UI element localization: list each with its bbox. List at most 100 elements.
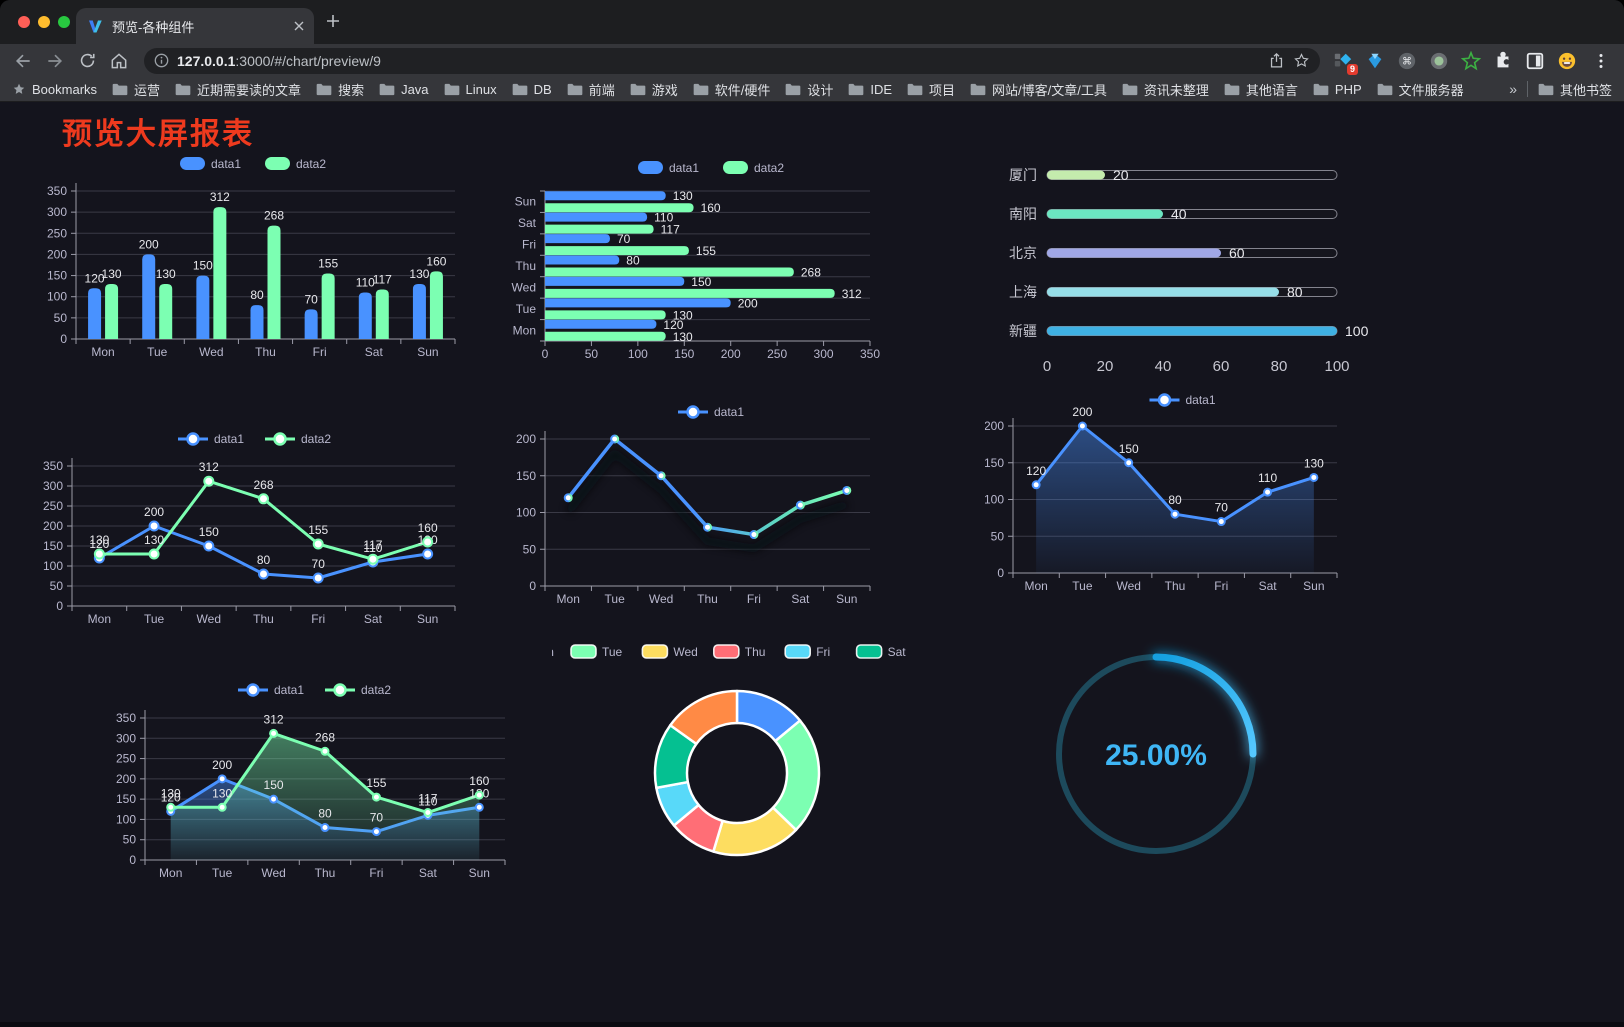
bookmarks-overflow-chevron[interactable]: »: [1509, 81, 1517, 97]
svg-text:70: 70: [617, 232, 631, 246]
svg-text:0: 0: [129, 853, 136, 867]
svg-text:Mon: Mon: [88, 612, 111, 626]
browser-toolbar: 127.0.0.1:3000/#/chart/preview/9 9 ⌘: [0, 44, 1624, 77]
svg-text:0: 0: [1043, 358, 1051, 375]
svg-text:Sat: Sat: [888, 645, 907, 659]
svg-text:300: 300: [43, 479, 63, 493]
bookmark-label: Linux: [465, 81, 497, 97]
new-tab-button[interactable]: [326, 14, 340, 28]
bookmarks-list: Bookmarks 运营 近期需要读的文章 搜索 Java Linux DB 前端 游戏 软件/…: [12, 80, 1501, 99]
green-star-extension-icon[interactable]: [1460, 50, 1482, 72]
close-window-button[interactable]: [18, 16, 30, 28]
bookmarks-manager[interactable]: Bookmarks: [12, 82, 97, 97]
home-button[interactable]: [106, 48, 132, 74]
folder-icon: [112, 83, 128, 95]
url-text[interactable]: 127.0.0.1:3000/#/chart/preview/9: [177, 53, 1260, 69]
site-info-icon[interactable]: [154, 53, 169, 68]
bookmark-folder-item[interactable]: 网站/博客/文章/工具: [970, 80, 1107, 99]
svg-text:130: 130: [673, 189, 693, 203]
puzzle-extension-icon[interactable]: [1492, 50, 1514, 72]
bookmark-folder-item[interactable]: Linux: [444, 82, 497, 97]
forward-button[interactable]: [42, 48, 68, 74]
svg-text:100: 100: [516, 506, 536, 520]
svg-text:130: 130: [673, 308, 693, 322]
svg-text:50: 50: [54, 311, 68, 325]
svg-text:南阳: 南阳: [1009, 206, 1037, 222]
bookmark-folder-item[interactable]: PHP: [1313, 82, 1362, 97]
svg-text:100: 100: [1324, 358, 1349, 375]
gem-extension-icon[interactable]: [1364, 50, 1386, 72]
gradient-line-chart: data1 0 50 100 150 200 Mon Tue Wed Thu Fri Sat Sun: [500, 397, 925, 609]
svg-text:200: 200: [139, 237, 159, 251]
svg-text:80: 80: [257, 553, 271, 567]
tab-title: 预览-各种组件: [112, 19, 195, 35]
bookmark-folder-item[interactable]: 项目: [907, 80, 955, 99]
svg-text:200: 200: [144, 505, 164, 519]
bookmark-folder-item[interactable]: 搜索: [316, 80, 364, 99]
bookmark-folder-item[interactable]: 近期需要读的文章: [175, 80, 301, 99]
bookmark-label: 文件服务器: [1398, 82, 1464, 98]
bookmark-folder-item[interactable]: 游戏: [630, 80, 678, 99]
svg-text:70: 70: [370, 811, 384, 825]
bookmark-star-icon[interactable]: [1293, 52, 1310, 69]
svg-text:80: 80: [1287, 284, 1303, 300]
bookmark-folder-item[interactable]: 设计: [785, 80, 833, 99]
back-button[interactable]: [10, 48, 36, 74]
svg-text:Mon: Mon: [1024, 579, 1047, 593]
svg-text:Thu: Thu: [745, 645, 766, 659]
svg-text:Sun: Sun: [417, 345, 438, 359]
svg-text:data2: data2: [361, 683, 391, 697]
fullscreen-window-button[interactable]: [58, 16, 70, 28]
bookmark-folder-item[interactable]: 其他语言: [1224, 80, 1298, 99]
svg-text:data1: data1: [669, 161, 699, 175]
svg-text:350: 350: [860, 347, 880, 361]
svg-text:Wed: Wed: [673, 645, 697, 659]
svg-text:200: 200: [721, 347, 741, 361]
record-extension-icon[interactable]: [1428, 50, 1450, 72]
emoji-extension-icon[interactable]: [1556, 50, 1578, 72]
svg-text:厦门: 厦门: [1009, 167, 1037, 183]
folder-icon: [849, 83, 864, 95]
bookmark-folder-item[interactable]: IDE: [848, 82, 892, 97]
svg-text:268: 268: [801, 266, 821, 280]
svg-text:300: 300: [116, 731, 136, 745]
browser-menu-icon[interactable]: [1588, 48, 1614, 74]
command-extension-icon[interactable]: ⌘: [1396, 50, 1418, 72]
svg-text:250: 250: [47, 226, 67, 240]
svg-text:data1: data1: [714, 405, 744, 419]
url-bar[interactable]: 127.0.0.1:3000/#/chart/preview/9: [144, 47, 1320, 74]
svg-text:Tue: Tue: [605, 592, 626, 606]
share-icon[interactable]: [1268, 52, 1285, 69]
bookmark-folder-item[interactable]: 运营: [112, 80, 160, 99]
bookmark-folder-item[interactable]: Java: [379, 82, 429, 97]
svg-text:Thu: Thu: [315, 866, 336, 880]
folder-icon: [630, 83, 646, 95]
browser-tab[interactable]: 预览-各种组件: [76, 8, 314, 44]
svg-text:70: 70: [304, 292, 318, 306]
svg-text:100: 100: [985, 493, 1004, 507]
bookmark-folder-item[interactable]: 前端: [567, 80, 615, 99]
bookmark-folder-item[interactable]: 资讯未整理: [1122, 80, 1209, 99]
bookmark-label: 软件/硬件: [714, 82, 771, 98]
page-title: 预览大屏报表: [62, 118, 254, 151]
other-bookmarks[interactable]: 其他书签: [1538, 80, 1612, 99]
reload-button[interactable]: [74, 48, 100, 74]
split-screen-extension-icon[interactable]: [1524, 50, 1546, 72]
bookmark-folder-item[interactable]: DB: [512, 82, 552, 97]
minimize-window-button[interactable]: [38, 16, 50, 28]
bookmark-label: DB: [533, 81, 552, 97]
favicon: [86, 18, 104, 35]
svg-text:data2: data2: [754, 161, 784, 175]
svg-text:150: 150: [691, 275, 711, 289]
extensions-row: 9 ⌘: [1332, 50, 1582, 75]
svg-text:200: 200: [47, 247, 67, 261]
svg-text:上海: 上海: [1009, 284, 1037, 300]
bookmark-folder-item[interactable]: 文件服务器: [1377, 80, 1464, 99]
folder-icon: [1224, 83, 1240, 95]
bookmark-folder-item[interactable]: 软件/硬件: [693, 80, 771, 99]
diamond-grid-extension-icon[interactable]: 9: [1332, 50, 1358, 75]
area-chart-svg: data1 0 50 100 150 200 Mon Tue Wed Thu Fri Sat Sun 12…: [984, 393, 1338, 593]
svg-text:Fri: Fri: [369, 866, 383, 880]
tab-close-icon[interactable]: [294, 21, 304, 31]
